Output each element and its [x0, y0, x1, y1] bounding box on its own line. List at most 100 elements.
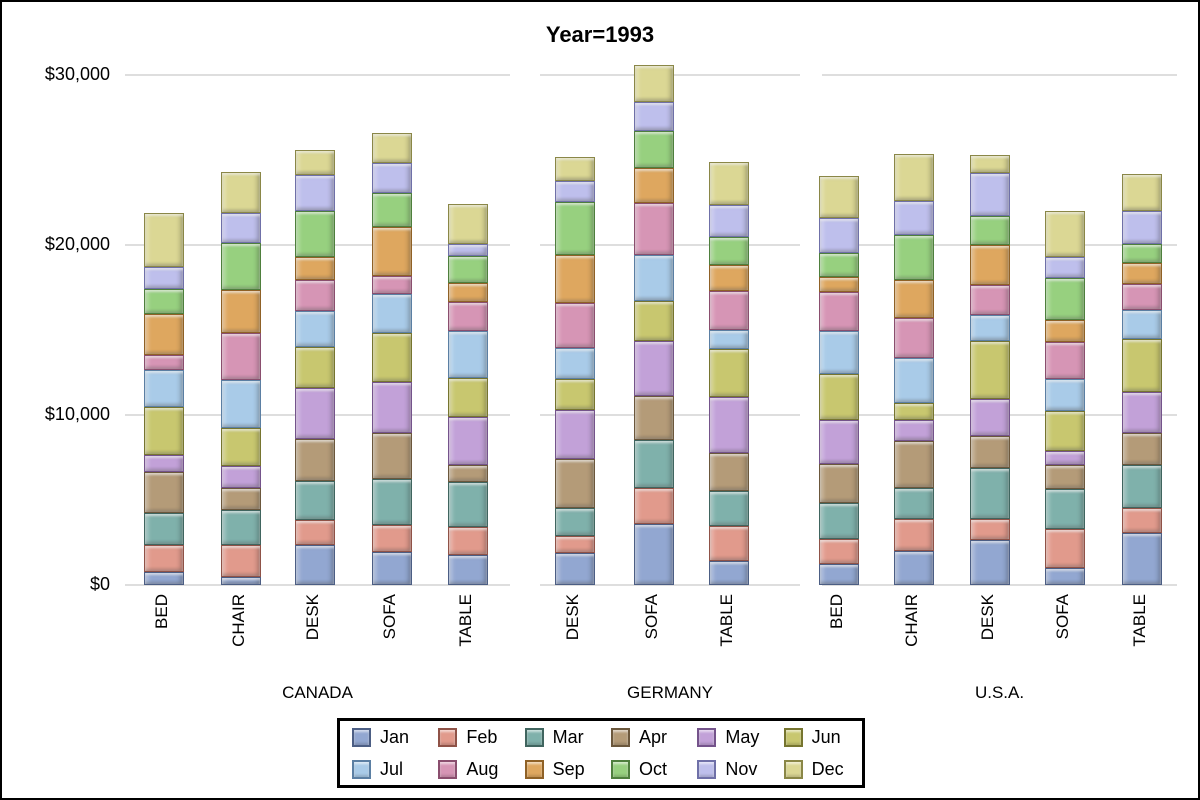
- bar-segment-jun: [372, 333, 412, 382]
- stacked-bar-sofa: [634, 65, 674, 585]
- bar-segment-may: [1045, 451, 1085, 465]
- legend-item-dec: Dec: [774, 759, 860, 780]
- y-axis-tick-label: $10,000: [44, 404, 110, 424]
- bar-segment-apr: [144, 472, 184, 513]
- bar-segment-feb: [295, 520, 335, 545]
- bar-segment-sep: [1122, 263, 1162, 284]
- bar-segment-oct: [709, 237, 749, 265]
- bar-segment-jul: [1122, 310, 1162, 339]
- category-label: TABLE: [717, 594, 736, 647]
- bar-segment-dec: [709, 162, 749, 205]
- bar-segment-apr: [1122, 433, 1162, 465]
- bar-segment-jul: [970, 315, 1010, 341]
- bar-segment-jan: [970, 540, 1010, 585]
- bar-segment-sep: [819, 277, 859, 292]
- bar-segment-jan: [555, 553, 595, 585]
- bar-segment-sep: [555, 255, 595, 303]
- bar-segment-oct: [894, 235, 934, 280]
- bar-segment-dec: [1045, 211, 1085, 257]
- stacked-bar-bed: [819, 176, 859, 585]
- bar-segment-oct: [144, 289, 184, 314]
- legend-label: Apr: [639, 726, 668, 747]
- bar-segment-mar: [970, 468, 1010, 519]
- bar-segment-jun: [555, 379, 595, 410]
- stacked-bar-table: [709, 162, 749, 585]
- bar-segment-sep: [894, 280, 934, 318]
- bar-segment-nov: [1122, 211, 1162, 244]
- y-axis-tick-label: $0: [89, 574, 110, 594]
- legend-label: Sep: [552, 758, 585, 779]
- bar-segment-aug: [144, 355, 184, 370]
- bar-segment-aug: [295, 280, 335, 311]
- bar-segment-jul: [448, 331, 488, 378]
- bar-segment-oct: [448, 256, 488, 283]
- bar-segment-may: [709, 397, 749, 453]
- category-label: DESK: [563, 594, 582, 641]
- bar-segment-apr: [295, 439, 335, 481]
- bar-segment-feb: [144, 545, 184, 572]
- category-label: BED: [827, 594, 846, 629]
- legend-label: Dec: [811, 758, 844, 779]
- bar-segment-may: [448, 417, 488, 465]
- bar-segment-mar: [144, 513, 184, 545]
- bar-segment-jun: [634, 301, 674, 341]
- bar-segment-aug: [448, 302, 488, 331]
- bar-segment-mar: [634, 440, 674, 488]
- stacked-bar-table: [1122, 174, 1162, 585]
- bar-segment-oct: [819, 253, 859, 277]
- bar-segment-feb: [372, 525, 412, 552]
- bar-segment-jul: [221, 380, 261, 428]
- bar-segment-jan: [144, 572, 184, 585]
- bar-segment-feb: [819, 539, 859, 564]
- bar-segment-jun: [709, 349, 749, 397]
- bar-segment-mar: [1045, 489, 1085, 529]
- legend-swatch-nov: [697, 759, 717, 779]
- legend-label: Jul: [380, 758, 404, 779]
- category-label: CHAIR: [229, 594, 248, 647]
- bar-segment-apr: [448, 465, 488, 482]
- bar-segment-dec: [372, 133, 412, 163]
- bar-segment-oct: [1045, 278, 1085, 320]
- legend-swatch-sep: [524, 759, 544, 779]
- bar-segment-mar: [819, 503, 859, 539]
- legend-item-may: May: [687, 727, 773, 748]
- legend-label: Aug: [466, 758, 499, 779]
- bar-segment-apr: [1045, 465, 1085, 489]
- stacked-bar-sofa: [372, 133, 412, 585]
- bar-segment-dec: [634, 65, 674, 102]
- bar-segment-oct: [295, 211, 335, 257]
- bar-segment-jan: [819, 564, 859, 585]
- bar-segment-aug: [894, 318, 934, 358]
- bar-segment-jun: [1122, 339, 1162, 392]
- bar-segment-sep: [709, 265, 749, 291]
- bar-segment-may: [372, 382, 412, 433]
- bar-segment-nov: [1045, 257, 1085, 278]
- legend-label: May: [725, 726, 760, 747]
- legend-item-apr: Apr: [601, 727, 687, 748]
- bar-segment-nov: [295, 175, 335, 211]
- legend-item-jul: Jul: [342, 759, 428, 780]
- bar-segment-feb: [448, 527, 488, 555]
- category-label: DESK: [978, 594, 997, 641]
- stacked-bar-table: [448, 204, 488, 585]
- legend-item-mar: Mar: [515, 727, 601, 748]
- legend-item-jun: Jun: [774, 727, 860, 748]
- bar-segment-aug: [970, 285, 1010, 315]
- bar-segment-nov: [144, 267, 184, 289]
- bar-segment-may: [144, 455, 184, 472]
- bar-segment-may: [634, 341, 674, 396]
- bar-segment-jul: [1045, 379, 1085, 411]
- bar-segment-apr: [709, 453, 749, 491]
- panel-canada: [125, 64, 510, 586]
- bar-segment-jul: [144, 370, 184, 407]
- bar-segment-feb: [709, 526, 749, 561]
- bar-segment-apr: [894, 441, 934, 488]
- bar-segment-jan: [894, 551, 934, 585]
- bar-segment-sep: [448, 283, 488, 302]
- gridline: [822, 584, 1177, 586]
- legend-swatch-jul: [352, 759, 371, 779]
- bar-segment-jun: [894, 403, 934, 420]
- category-label: SOFA: [642, 594, 661, 640]
- gridline: [822, 74, 1177, 76]
